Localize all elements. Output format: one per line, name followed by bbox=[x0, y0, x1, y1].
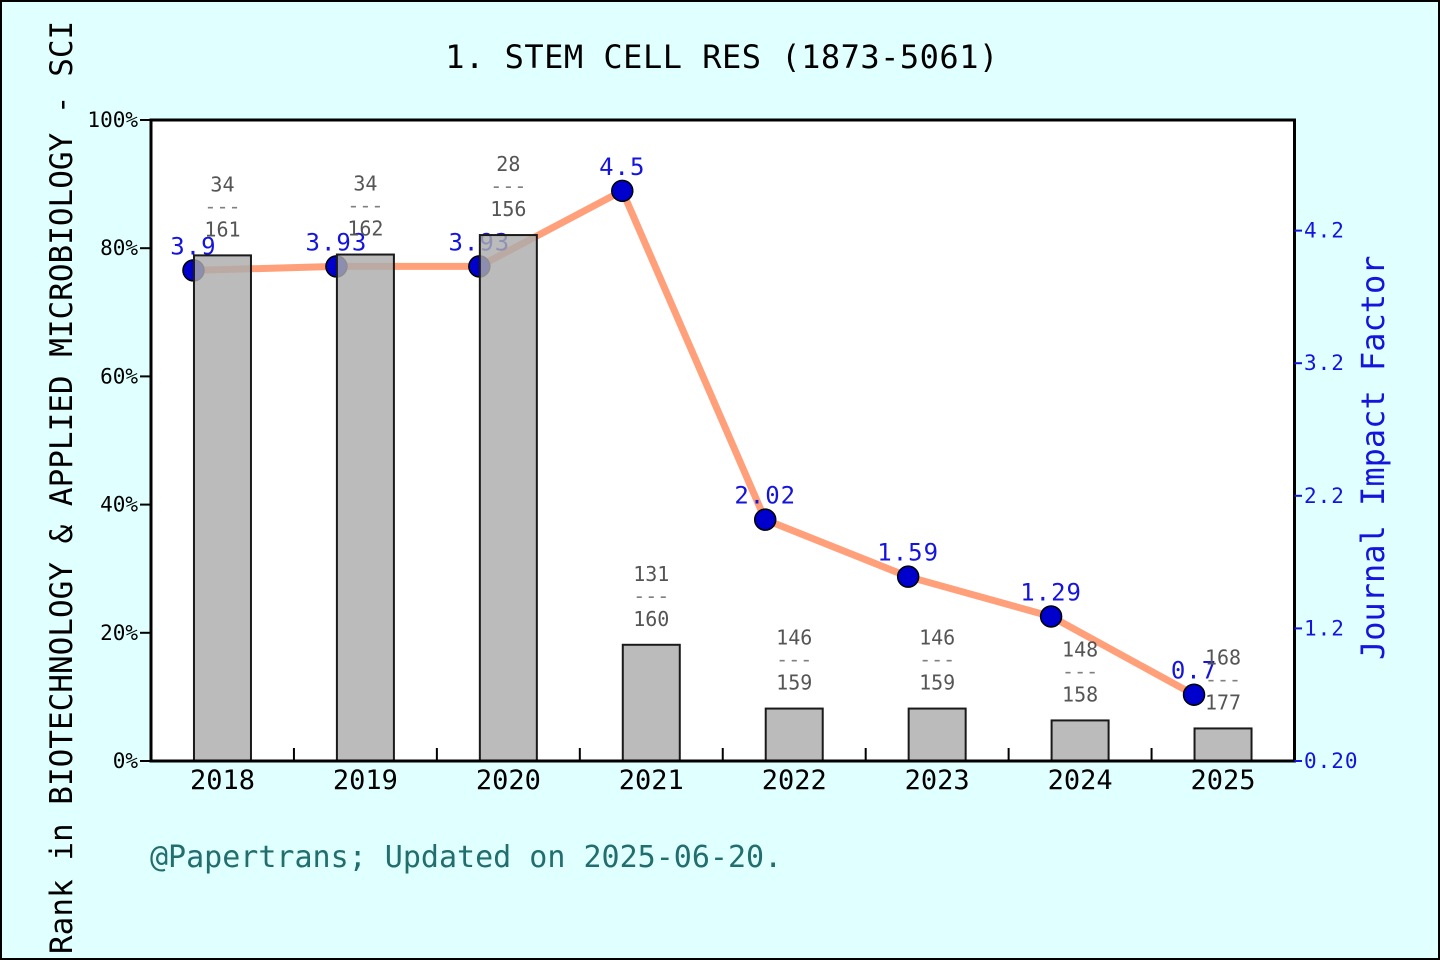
fraction-denominator-2025: 177 bbox=[1205, 690, 1241, 714]
jif-value-label-2024: 1.29 bbox=[1020, 578, 1082, 606]
jif-value-label-2022: 2.02 bbox=[734, 482, 796, 510]
fraction-denominator-2022: 159 bbox=[776, 671, 812, 695]
fraction-numerator-2020: 28 bbox=[496, 152, 520, 176]
left-tick-label: 0% bbox=[113, 749, 139, 773]
rank-bar-2025 bbox=[1193, 727, 1253, 762]
fraction-denominator-2023: 159 bbox=[919, 671, 955, 695]
chart-title: 1. STEM CELL RES (1873-5061) bbox=[445, 38, 999, 76]
jif-value-label-2023: 1.59 bbox=[877, 539, 939, 567]
x-axis: 2018 2019 2020 2021 2022 2023 2024 2025 bbox=[190, 748, 1256, 796]
left-tick-label: 60% bbox=[100, 364, 138, 388]
jif-point-2024 bbox=[1039, 605, 1063, 628]
fraction-numerator-2023: 146 bbox=[919, 626, 955, 650]
fraction-denominator-2020: 156 bbox=[490, 197, 526, 221]
left-tick-label: 40% bbox=[100, 493, 138, 517]
jif-value-label-2021: 4.5 bbox=[599, 153, 645, 181]
rank-bar-2022 bbox=[764, 707, 824, 763]
rank-bar-2019 bbox=[335, 253, 395, 762]
x-tick-label-2024: 2024 bbox=[1048, 765, 1113, 796]
fraction-numerator-2024: 148 bbox=[1062, 637, 1098, 661]
right-tick-label: 3.2 bbox=[1304, 351, 1345, 375]
x-tick-label-2020: 2020 bbox=[476, 765, 541, 796]
rank-bars-group bbox=[192, 234, 1253, 763]
x-tick-label-2022: 2022 bbox=[762, 765, 827, 796]
jif-point-2022 bbox=[753, 508, 777, 531]
rank-bar-2024 bbox=[1050, 719, 1110, 762]
fraction-denominator-2018: 161 bbox=[204, 217, 240, 241]
left-axis: 0% 20% 40% 60% 80% 100% bbox=[87, 108, 151, 773]
left-tick-label: 80% bbox=[100, 236, 138, 260]
left-tick-label: 20% bbox=[100, 621, 138, 645]
plot-area bbox=[151, 120, 1295, 761]
fraction-bar-2024: --- bbox=[1062, 659, 1098, 683]
right-tick-label: 1.2 bbox=[1304, 616, 1345, 640]
right-tick-label: 2.2 bbox=[1304, 484, 1345, 508]
fraction-bar-2023: --- bbox=[919, 648, 955, 672]
right-axis: 0.20 1.2 2.2 3.2 4.2 bbox=[1294, 219, 1359, 773]
x-tick-label-2019: 2019 bbox=[333, 765, 398, 796]
attribution-text: @Papertrans; Updated on 2025-06-20. bbox=[150, 840, 783, 875]
fraction-bar-2025: --- bbox=[1205, 667, 1241, 691]
fraction-bar-2019: --- bbox=[347, 194, 383, 218]
jif-value-label-2019: 3.93 bbox=[306, 228, 368, 256]
fraction-labels-group: 34---16134---16228---156131---160146---1… bbox=[204, 152, 1241, 714]
fraction-numerator-2025: 168 bbox=[1205, 645, 1241, 669]
fraction-numerator-2021: 131 bbox=[633, 562, 669, 586]
left-tick-label: 100% bbox=[87, 108, 138, 132]
rank-bar-2020 bbox=[478, 234, 538, 762]
fraction-denominator-2021: 160 bbox=[633, 607, 669, 631]
rank-bar-2021 bbox=[621, 643, 681, 762]
rank-bar-2018 bbox=[192, 254, 252, 762]
fraction-numerator-2018: 34 bbox=[210, 172, 234, 196]
fraction-denominator-2019: 162 bbox=[347, 217, 383, 241]
right-tick-label: 0.20 bbox=[1304, 749, 1359, 773]
rank-bar-2023 bbox=[907, 707, 967, 763]
fraction-numerator-2022: 146 bbox=[776, 626, 812, 650]
jif-point-2023 bbox=[896, 565, 920, 588]
plot-frame bbox=[149, 118, 1296, 763]
x-tick-label-2021: 2021 bbox=[619, 765, 684, 796]
fraction-bar-2018: --- bbox=[204, 194, 240, 218]
jif-point-2021 bbox=[611, 179, 634, 203]
jif-point-2025 bbox=[1182, 683, 1206, 706]
x-tick-label-2023: 2023 bbox=[905, 765, 970, 796]
x-tick-label-2025: 2025 bbox=[1191, 765, 1256, 796]
right-tick-label: 4.2 bbox=[1304, 219, 1345, 243]
fraction-numerator-2019: 34 bbox=[353, 172, 377, 196]
jif-value-label-2025: 0.7 bbox=[1171, 657, 1217, 685]
fraction-bar-2022: --- bbox=[776, 648, 812, 672]
fraction-denominator-2024: 158 bbox=[1062, 682, 1098, 706]
x-tick-label-2018: 2018 bbox=[190, 765, 255, 796]
fraction-bar-2021: --- bbox=[633, 584, 669, 608]
fraction-bar-2020: --- bbox=[490, 174, 526, 198]
